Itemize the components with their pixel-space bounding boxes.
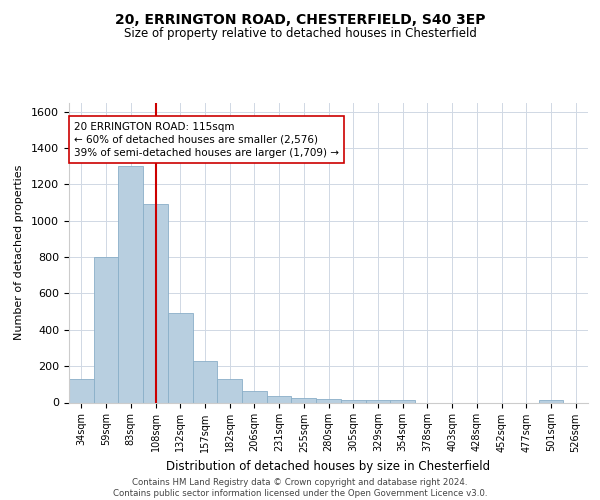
Bar [292, 398, 316, 402]
Bar [69, 379, 94, 402]
Bar [316, 399, 341, 402]
Text: 20, ERRINGTON ROAD, CHESTERFIELD, S40 3EP: 20, ERRINGTON ROAD, CHESTERFIELD, S40 3E… [115, 12, 485, 26]
X-axis label: Distribution of detached houses by size in Chesterfield: Distribution of detached houses by size … [166, 460, 491, 473]
Text: 20 ERRINGTON ROAD: 115sqm
← 60% of detached houses are smaller (2,576)
39% of se: 20 ERRINGTON ROAD: 115sqm ← 60% of detac… [74, 122, 339, 158]
Bar [118, 166, 143, 402]
Bar [168, 314, 193, 402]
Y-axis label: Number of detached properties: Number of detached properties [14, 165, 24, 340]
Text: Contains HM Land Registry data © Crown copyright and database right 2024.
Contai: Contains HM Land Registry data © Crown c… [113, 478, 487, 498]
Bar [539, 400, 563, 402]
Bar [390, 400, 415, 402]
Bar [267, 396, 292, 402]
Bar [242, 390, 267, 402]
Bar [193, 360, 217, 403]
Bar [143, 204, 168, 402]
Bar [94, 257, 118, 402]
Bar [217, 379, 242, 402]
Text: Size of property relative to detached houses in Chesterfield: Size of property relative to detached ho… [124, 28, 476, 40]
Bar [365, 400, 390, 402]
Bar [341, 400, 365, 402]
